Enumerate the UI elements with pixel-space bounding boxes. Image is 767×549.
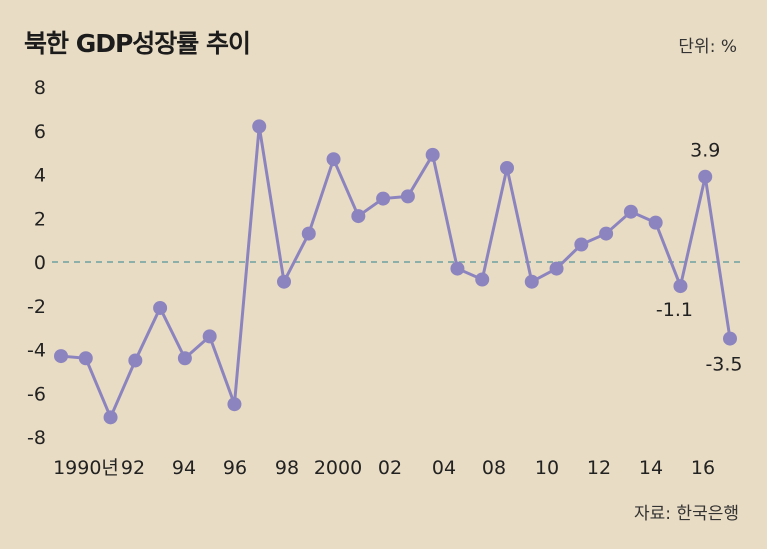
data-point — [153, 300, 168, 315]
source-label: 자료: 한국은행 — [634, 504, 739, 524]
x-tick-label: 92 — [121, 457, 145, 479]
x-tick-label: 10 — [535, 457, 559, 479]
data-point — [549, 261, 564, 276]
data-point — [252, 119, 267, 134]
data-point — [177, 351, 192, 366]
data-point — [425, 147, 440, 162]
unit-label: 단위: % — [678, 37, 737, 57]
data-point — [202, 329, 217, 344]
data-point — [500, 160, 514, 175]
data-point — [698, 169, 713, 184]
x-tick-label: 04 — [432, 457, 456, 479]
y-tick-label: -8 — [27, 427, 46, 449]
y-tick-label: 4 — [34, 165, 46, 187]
data-point — [673, 279, 688, 294]
data-label: -3.5 — [705, 354, 742, 376]
data-point — [574, 237, 589, 252]
y-tick-label: -4 — [27, 340, 46, 362]
data-label: -1.1 — [656, 299, 693, 321]
x-tick-label: 08 — [482, 457, 506, 479]
y-tick-label: 6 — [34, 121, 46, 143]
x-tick-label: 14 — [639, 457, 663, 479]
data-point — [326, 152, 341, 167]
y-tick-label: 2 — [34, 208, 46, 230]
x-tick-label: 16 — [691, 457, 715, 479]
y-tick-label: 0 — [34, 252, 46, 274]
data-point — [301, 226, 316, 241]
data-point — [723, 331, 737, 346]
x-tick-label: 02 — [378, 457, 402, 479]
data-point — [103, 410, 118, 425]
x-tick-label: 2000 — [314, 457, 362, 479]
series-line — [60, 124, 732, 419]
data-point — [277, 274, 291, 289]
y-tick-label: -2 — [27, 296, 46, 318]
x-tick-label: 12 — [587, 457, 611, 479]
data-point — [623, 204, 638, 219]
data-point — [475, 272, 490, 287]
x-tick-label: 96 — [223, 457, 247, 479]
y-tick-label: -6 — [27, 383, 46, 405]
data-point — [54, 349, 68, 364]
y-tick-label: 8 — [34, 77, 46, 99]
chart-title: 북한 GDP성장률 추이 — [24, 29, 251, 58]
data-point — [351, 209, 366, 224]
data-label: 3.9 — [690, 140, 720, 162]
data-point — [227, 397, 242, 412]
data-point — [524, 274, 539, 289]
data-point — [450, 261, 465, 276]
data-point — [128, 353, 143, 368]
data-point — [376, 191, 391, 206]
x-tick-label: 94 — [172, 457, 196, 479]
x-tick-label: 98 — [275, 457, 299, 479]
data-point — [78, 351, 93, 366]
data-point — [400, 189, 415, 204]
data-point — [599, 226, 614, 241]
data-point — [648, 215, 663, 230]
x-tick-label: 1990년 — [53, 457, 119, 479]
